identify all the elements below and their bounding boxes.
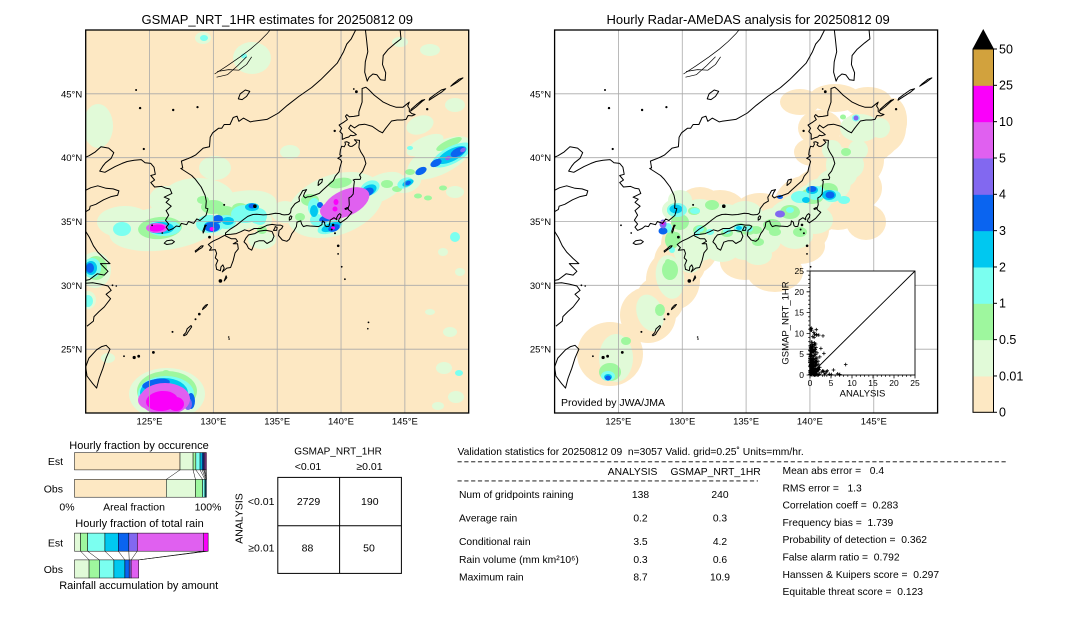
svg-text:Frequency bias = 1.739: Frequency bias = 1.739 bbox=[783, 518, 894, 529]
svg-text:25: 25 bbox=[795, 266, 805, 276]
svg-text:ANALYSIS: ANALYSIS bbox=[840, 389, 886, 400]
svg-text:Provided by JWA/JMA: Provided by JWA/JMA bbox=[561, 397, 665, 409]
svg-text:50: 50 bbox=[363, 543, 375, 555]
svg-text:190: 190 bbox=[361, 496, 379, 508]
svg-text:100%: 100% bbox=[195, 502, 222, 514]
svg-text:GSMAP_NRT_1HR: GSMAP_NRT_1HR bbox=[294, 447, 382, 458]
svg-text:Rainfall accumulation by amoun: Rainfall accumulation by amount bbox=[59, 580, 218, 592]
svg-text:ANALYSIS: ANALYSIS bbox=[234, 493, 246, 544]
svg-text:145°E: 145°E bbox=[861, 417, 887, 428]
svg-text:3: 3 bbox=[999, 224, 1006, 238]
svg-text:Hourly Radar-AMeDAS analysis f: Hourly Radar-AMeDAS analysis for 2025081… bbox=[606, 12, 889, 27]
svg-text:8.7: 8.7 bbox=[633, 573, 648, 584]
svg-text:2729: 2729 bbox=[297, 496, 321, 508]
svg-text:10.9: 10.9 bbox=[710, 573, 730, 584]
svg-text:0: 0 bbox=[999, 406, 1006, 420]
svg-text:25°N: 25°N bbox=[61, 345, 82, 356]
svg-text:135°E: 135°E bbox=[264, 417, 290, 428]
svg-text:15: 15 bbox=[795, 308, 805, 318]
svg-text:0: 0 bbox=[799, 370, 804, 380]
svg-text:Areal fraction: Areal fraction bbox=[103, 502, 165, 514]
svg-text:0: 0 bbox=[808, 378, 813, 388]
svg-text:20: 20 bbox=[889, 378, 899, 388]
svg-text:240: 240 bbox=[711, 490, 728, 501]
svg-text:Est: Est bbox=[48, 538, 63, 550]
svg-text:10: 10 bbox=[795, 328, 805, 338]
svg-text:Validation statistics for 2025: Validation statistics for 20250812 09 n=… bbox=[458, 446, 804, 458]
svg-text:35°N: 35°N bbox=[530, 217, 551, 228]
svg-text:45°N: 45°N bbox=[530, 89, 551, 100]
svg-text:10: 10 bbox=[847, 378, 857, 388]
svg-text:0%: 0% bbox=[59, 502, 74, 514]
svg-text:Obs: Obs bbox=[44, 564, 63, 576]
svg-text:Est: Est bbox=[48, 456, 63, 468]
svg-text:25: 25 bbox=[999, 79, 1013, 93]
svg-text:Equitable threat score = 0.12: Equitable threat score = 0.123 bbox=[783, 587, 924, 598]
svg-text:30°N: 30°N bbox=[530, 281, 551, 292]
svg-text:88: 88 bbox=[302, 543, 314, 555]
svg-text:5: 5 bbox=[999, 151, 1006, 165]
svg-text:2: 2 bbox=[999, 260, 1006, 274]
svg-text:Hourly fraction of total rain: Hourly fraction of total rain bbox=[75, 518, 203, 530]
svg-text:Hourly fraction by occurence: Hourly fraction by occurence bbox=[69, 440, 208, 452]
svg-text:ANALYSIS: ANALYSIS bbox=[608, 467, 658, 478]
svg-text:35°N: 35°N bbox=[61, 217, 82, 228]
svg-text:140°E: 140°E bbox=[797, 417, 823, 428]
svg-text:30°N: 30°N bbox=[61, 281, 82, 292]
svg-text:≥0.01: ≥0.01 bbox=[248, 543, 274, 555]
svg-text:0.2: 0.2 bbox=[633, 514, 648, 525]
svg-text:Maximum rain: Maximum rain bbox=[459, 573, 524, 584]
svg-text:138: 138 bbox=[632, 490, 649, 501]
svg-text:130°E: 130°E bbox=[200, 417, 226, 428]
svg-text:3.5: 3.5 bbox=[633, 537, 648, 548]
svg-text:Hanssen & Kuipers score = 0.2: Hanssen & Kuipers score = 0.297 bbox=[783, 570, 940, 581]
svg-text:Obs: Obs bbox=[44, 484, 63, 496]
svg-text:RMS error = 1.3: RMS error = 1.3 bbox=[783, 483, 863, 494]
svg-text:130°E: 130°E bbox=[669, 417, 695, 428]
svg-text:0.3: 0.3 bbox=[713, 514, 728, 525]
svg-text:1: 1 bbox=[999, 297, 1006, 311]
svg-text:<0.01: <0.01 bbox=[248, 496, 275, 508]
svg-text:4.2: 4.2 bbox=[713, 537, 728, 548]
svg-text:50: 50 bbox=[999, 42, 1013, 56]
svg-text:0.5: 0.5 bbox=[999, 333, 1016, 347]
svg-text:False alarm ratio = 0.792: False alarm ratio = 0.792 bbox=[783, 553, 900, 564]
svg-text:4: 4 bbox=[999, 188, 1006, 202]
svg-text:135°E: 135°E bbox=[733, 417, 759, 428]
svg-text:125°E: 125°E bbox=[137, 417, 163, 428]
svg-text:Average rain: Average rain bbox=[459, 514, 517, 525]
svg-text:40°N: 40°N bbox=[530, 153, 551, 164]
svg-text:GSMAP_NRT_1HR: GSMAP_NRT_1HR bbox=[670, 467, 760, 478]
svg-text:0.3: 0.3 bbox=[633, 555, 648, 566]
svg-text:20: 20 bbox=[795, 287, 805, 297]
svg-text:25: 25 bbox=[910, 378, 920, 388]
svg-text:Mean abs error = 0.4: Mean abs error = 0.4 bbox=[783, 466, 885, 477]
svg-text:GSMAP_NRT_1HR: GSMAP_NRT_1HR bbox=[781, 281, 792, 364]
svg-text:0.6: 0.6 bbox=[713, 555, 728, 566]
svg-text:Num of gridpoints raining: Num of gridpoints raining bbox=[459, 490, 574, 501]
svg-text:Probability of detection = 0.: Probability of detection = 0.362 bbox=[783, 535, 928, 546]
svg-text:5: 5 bbox=[799, 349, 804, 359]
svg-text:5: 5 bbox=[829, 378, 834, 388]
svg-text:10: 10 bbox=[999, 115, 1013, 129]
svg-text:Rain volume (mm km²10⁶): Rain volume (mm km²10⁶) bbox=[459, 555, 579, 566]
svg-text:15: 15 bbox=[868, 378, 878, 388]
svg-text:<0.01: <0.01 bbox=[295, 461, 322, 473]
svg-text:40°N: 40°N bbox=[61, 153, 82, 164]
svg-text:≥0.01: ≥0.01 bbox=[356, 461, 382, 473]
svg-text:Correlation coeff = 0.283: Correlation coeff = 0.283 bbox=[783, 501, 899, 512]
svg-text:125°E: 125°E bbox=[605, 417, 631, 428]
svg-text:145°E: 145°E bbox=[392, 417, 418, 428]
svg-text:140°E: 140°E bbox=[328, 417, 354, 428]
svg-text:0.01: 0.01 bbox=[999, 369, 1023, 383]
svg-text:25°N: 25°N bbox=[530, 345, 551, 356]
svg-text:Conditional rain: Conditional rain bbox=[459, 537, 531, 548]
svg-text:GSMAP_NRT_1HR estimates for 20: GSMAP_NRT_1HR estimates for 20250812 09 bbox=[141, 12, 412, 27]
svg-text:45°N: 45°N bbox=[61, 89, 82, 100]
